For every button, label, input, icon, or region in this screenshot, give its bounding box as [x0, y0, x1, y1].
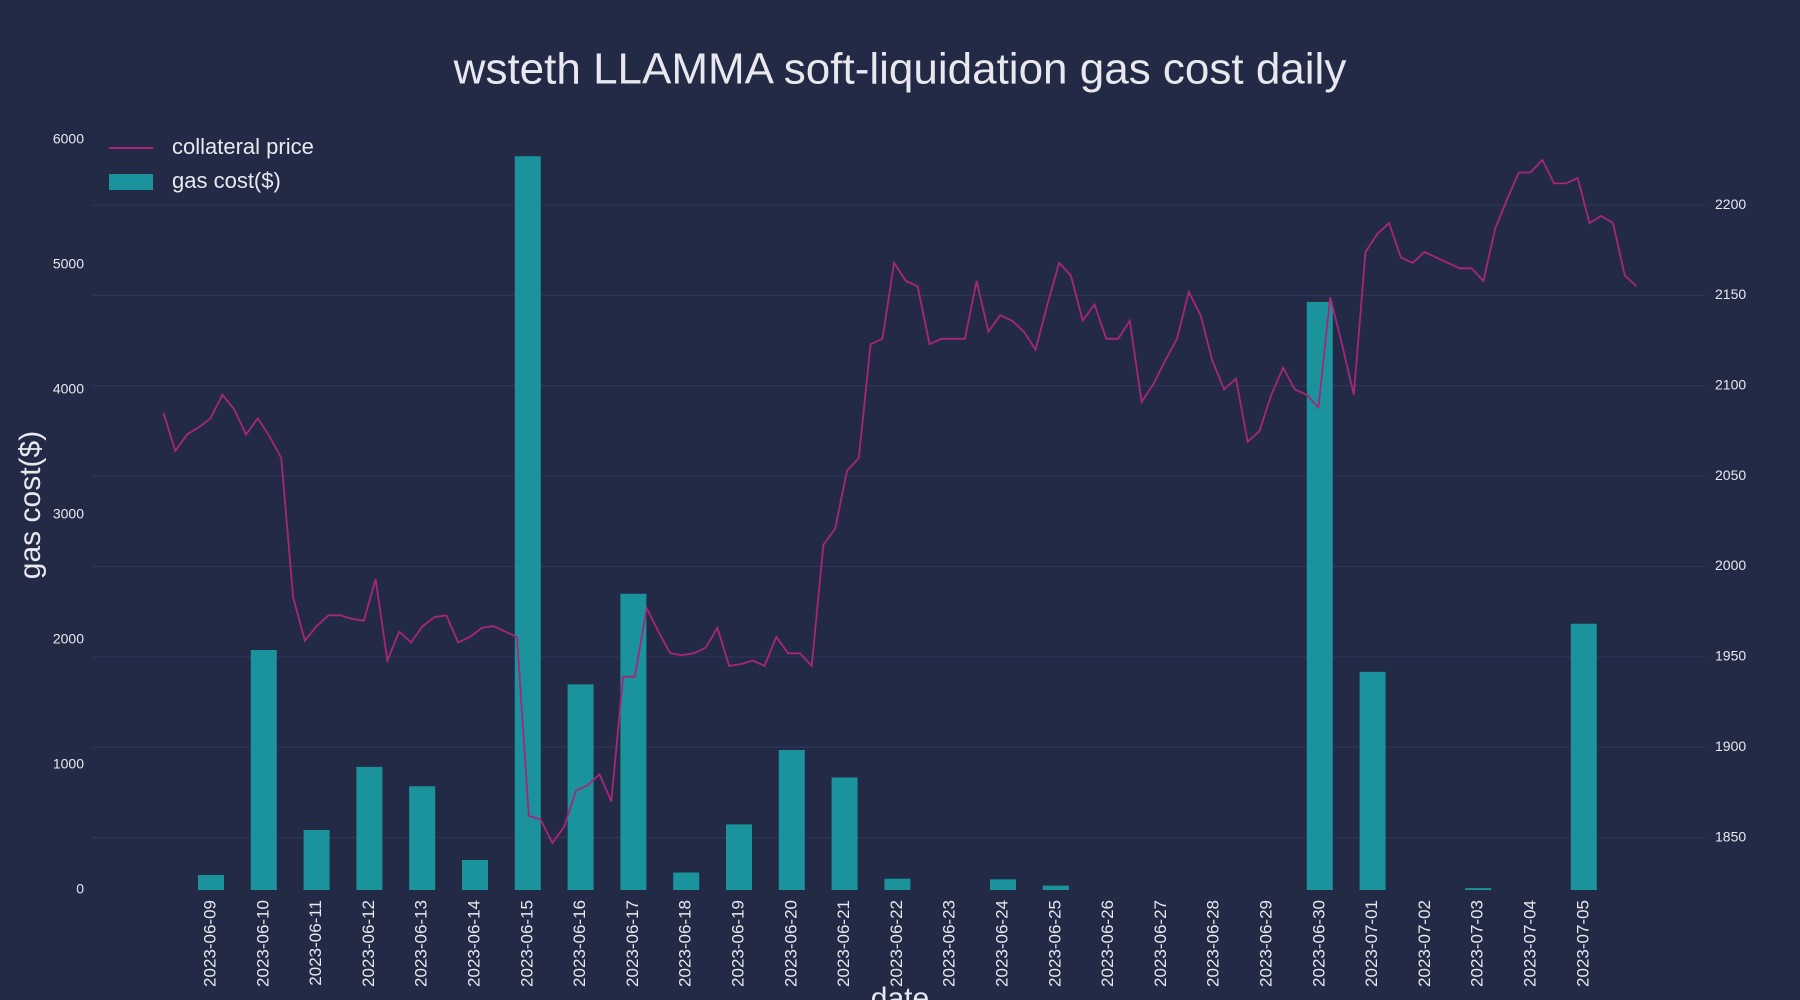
bar	[409, 786, 436, 890]
y2-tick-label: 1900	[1715, 738, 1746, 754]
x-tick-label: 2023-06-09	[200, 900, 219, 987]
y-axis-label: gas cost($)	[14, 431, 47, 579]
x-tick-label: 2023-06-21	[834, 900, 853, 987]
x-tick-label: 2023-07-03	[1468, 900, 1487, 987]
y2-tick-label: 1850	[1715, 828, 1746, 844]
x-tick-label: 2023-06-30	[1309, 900, 1328, 987]
x-tick-label: 2023-06-26	[1098, 900, 1117, 987]
x-tick-label: 2023-06-16	[570, 900, 589, 987]
x-tick-label: 2023-07-04	[1520, 900, 1539, 987]
y-tick-label: 4000	[53, 381, 84, 397]
x-tick-label: 2023-06-15	[517, 900, 536, 987]
x-tick-label: 2023-06-25	[1045, 900, 1064, 987]
bar	[462, 860, 488, 890]
legend-swatch	[109, 174, 153, 190]
y-tick-label: 2000	[53, 631, 84, 647]
x-tick-label: 2023-07-01	[1362, 900, 1381, 987]
bar	[1359, 671, 1386, 890]
y-tick-label: 1000	[53, 756, 84, 772]
legend-label: collateral price	[172, 134, 314, 159]
x-axis-label: date	[871, 982, 929, 1000]
y2-tick-label: 2100	[1715, 376, 1746, 392]
x-tick-label: 2023-07-02	[1415, 900, 1434, 987]
y-tick-label: 6000	[53, 131, 84, 147]
x-tick-label: 2023-06-22	[887, 900, 906, 987]
bar	[831, 777, 858, 890]
bar	[726, 824, 752, 890]
x-tick-label: 2023-06-19	[728, 900, 747, 987]
bar	[990, 879, 1016, 890]
legend-label: gas cost($)	[172, 168, 281, 193]
x-tick-label: 2023-06-10	[253, 900, 272, 987]
x-tick-label: 2023-06-18	[676, 900, 695, 987]
y2-tick-label: 2200	[1715, 196, 1746, 212]
bar	[198, 875, 224, 890]
x-tick-label: 2023-06-24	[992, 900, 1011, 987]
x-tick-label: 2023-06-14	[464, 900, 483, 987]
x-tick-label: 2023-06-29	[1256, 900, 1275, 987]
bar	[620, 593, 647, 890]
y2-tick-label: 2150	[1715, 286, 1746, 302]
y2-tick-label: 2000	[1715, 557, 1746, 573]
y-tick-label: 0	[76, 881, 84, 897]
x-tick-label: 2023-06-13	[412, 900, 431, 987]
bar	[1042, 885, 1069, 890]
x-tick-label: 2023-06-12	[359, 900, 378, 987]
bar	[1570, 623, 1597, 890]
y2-tick-label: 2050	[1715, 467, 1746, 483]
x-tick-label: 2023-06-23	[940, 900, 959, 987]
bar	[1465, 888, 1492, 890]
x-tick-label: 2023-06-27	[1151, 900, 1170, 987]
x-tick-label: 2023-07-05	[1573, 900, 1592, 987]
y-tick-label: 3000	[53, 506, 84, 522]
bar	[567, 684, 594, 890]
bar	[250, 650, 277, 890]
x-tick-label: 2023-06-20	[781, 900, 800, 987]
y2-tick-label: 1950	[1715, 648, 1746, 664]
bar	[514, 156, 541, 890]
x-tick-label: 2023-06-11	[306, 900, 325, 986]
bar	[778, 750, 805, 890]
bar	[356, 766, 383, 890]
bar	[673, 872, 700, 890]
y-tick-label: 5000	[53, 256, 84, 272]
price-line	[162, 158, 1638, 845]
x-tick-label: 2023-06-17	[623, 900, 642, 987]
bar	[884, 878, 911, 890]
bar	[303, 830, 330, 890]
chart-title: wsteth LLAMMA soft-liquidation gas cost …	[453, 45, 1347, 94]
x-tick-label: 2023-06-28	[1204, 900, 1223, 987]
